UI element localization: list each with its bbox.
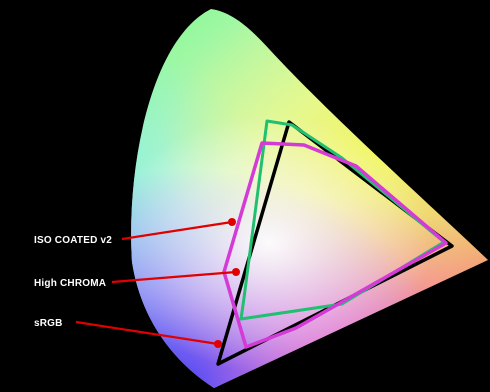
high-chroma-label: High CHROMA: [34, 278, 106, 289]
high-chroma-pointer-line: [111, 270, 237, 284]
iso-coated-label: ISO COATED v2: [34, 235, 112, 246]
pointer-lines: [75, 218, 240, 348]
srgb-pointer-line: [75, 320, 219, 346]
iso-coated-pointer-line: [121, 220, 233, 241]
srgb-label: sRGB: [34, 318, 63, 329]
srgb-pointer-dot: [214, 340, 222, 348]
iso-coated-pointer-dot: [228, 218, 236, 226]
high-chroma-pointer-dot: [232, 268, 240, 276]
high-chroma-gamut-outline: [222, 141, 448, 349]
